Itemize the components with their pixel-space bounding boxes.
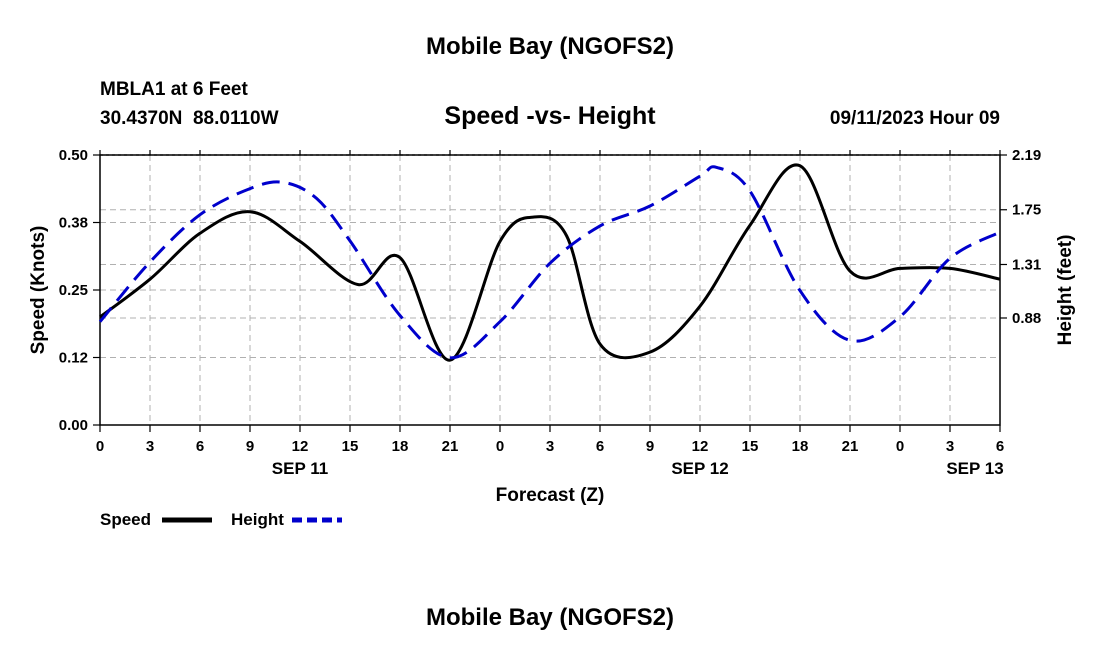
x-tick-label: 9 bbox=[246, 438, 254, 455]
y-right-axis-label: Height (feet) bbox=[1055, 235, 1076, 346]
x-tick-label: 3 bbox=[146, 438, 154, 455]
page-title: Mobile Bay (NGOFS2) bbox=[426, 33, 674, 60]
chart-title: Speed -vs- Height bbox=[444, 102, 656, 130]
x-tick-label: 12 bbox=[292, 438, 309, 455]
legend: Speed Height bbox=[100, 510, 342, 529]
x-tick-label: 0 bbox=[496, 438, 504, 455]
x-tick-label: 15 bbox=[342, 438, 359, 455]
date-label: SEP 11 bbox=[272, 459, 328, 478]
series-line-speed bbox=[99, 163, 1001, 362]
x-tick-label: 0 bbox=[896, 438, 904, 455]
x-axis-label: Forecast (Z) bbox=[496, 485, 605, 506]
x-tick-label: 18 bbox=[392, 438, 409, 455]
y-left-tick-label: 0.25 bbox=[59, 282, 88, 299]
chart-timestamp: 09/11/2023 Hour 09 bbox=[830, 108, 1000, 129]
x-tick-label: 6 bbox=[996, 438, 1004, 455]
y-left-tick-label: 0.38 bbox=[59, 215, 88, 232]
legend-label-height: Height bbox=[231, 510, 284, 529]
date-label: SEP 13 bbox=[946, 459, 1003, 478]
y-right-tick-label: 1.75 bbox=[1012, 202, 1041, 219]
date-label: SEP 12 bbox=[671, 459, 728, 478]
y-right-tick-label: 1.31 bbox=[1012, 256, 1041, 273]
x-tick-label: 6 bbox=[196, 438, 204, 455]
x-tick-label: 18 bbox=[792, 438, 809, 455]
legend-label-speed: Speed bbox=[100, 510, 151, 529]
station-coords: 30.4370N 88.0110W bbox=[100, 108, 279, 129]
series-line-height bbox=[98, 165, 1001, 360]
y-right-tick-label: 2.19 bbox=[1012, 147, 1041, 164]
x-tick-label: 21 bbox=[842, 438, 859, 455]
axis-ticks: 0 3 6 9 12 15 18 21 0 3 6 9 12 15 18 21 0 3 6 SEP 11 SEP 12 S… bbox=[59, 147, 1041, 478]
y-left-tick-label: 0.12 bbox=[59, 350, 88, 367]
grid bbox=[100, 154, 1000, 425]
x-tick-label: 15 bbox=[742, 438, 759, 455]
y-right-tick-label: 0.88 bbox=[1012, 310, 1041, 327]
y-left-axis-label: Speed (Knots) bbox=[28, 226, 49, 355]
y-left-tick-label: 0.50 bbox=[59, 147, 88, 164]
station-name: MBLA1 at 6 Feet bbox=[100, 79, 248, 100]
x-tick-label: 3 bbox=[946, 438, 954, 455]
series-lines bbox=[98, 163, 1001, 362]
y-left-tick-label: 0.00 bbox=[59, 417, 88, 434]
x-tick-label: 21 bbox=[442, 438, 459, 455]
x-tick-label: 9 bbox=[646, 438, 654, 455]
footer-title: Mobile Bay (NGOFS2) bbox=[426, 604, 674, 631]
x-tick-label: 12 bbox=[692, 438, 709, 455]
x-tick-label: 6 bbox=[596, 438, 604, 455]
x-tick-label: 0 bbox=[96, 438, 104, 455]
x-tick-label: 3 bbox=[546, 438, 554, 455]
